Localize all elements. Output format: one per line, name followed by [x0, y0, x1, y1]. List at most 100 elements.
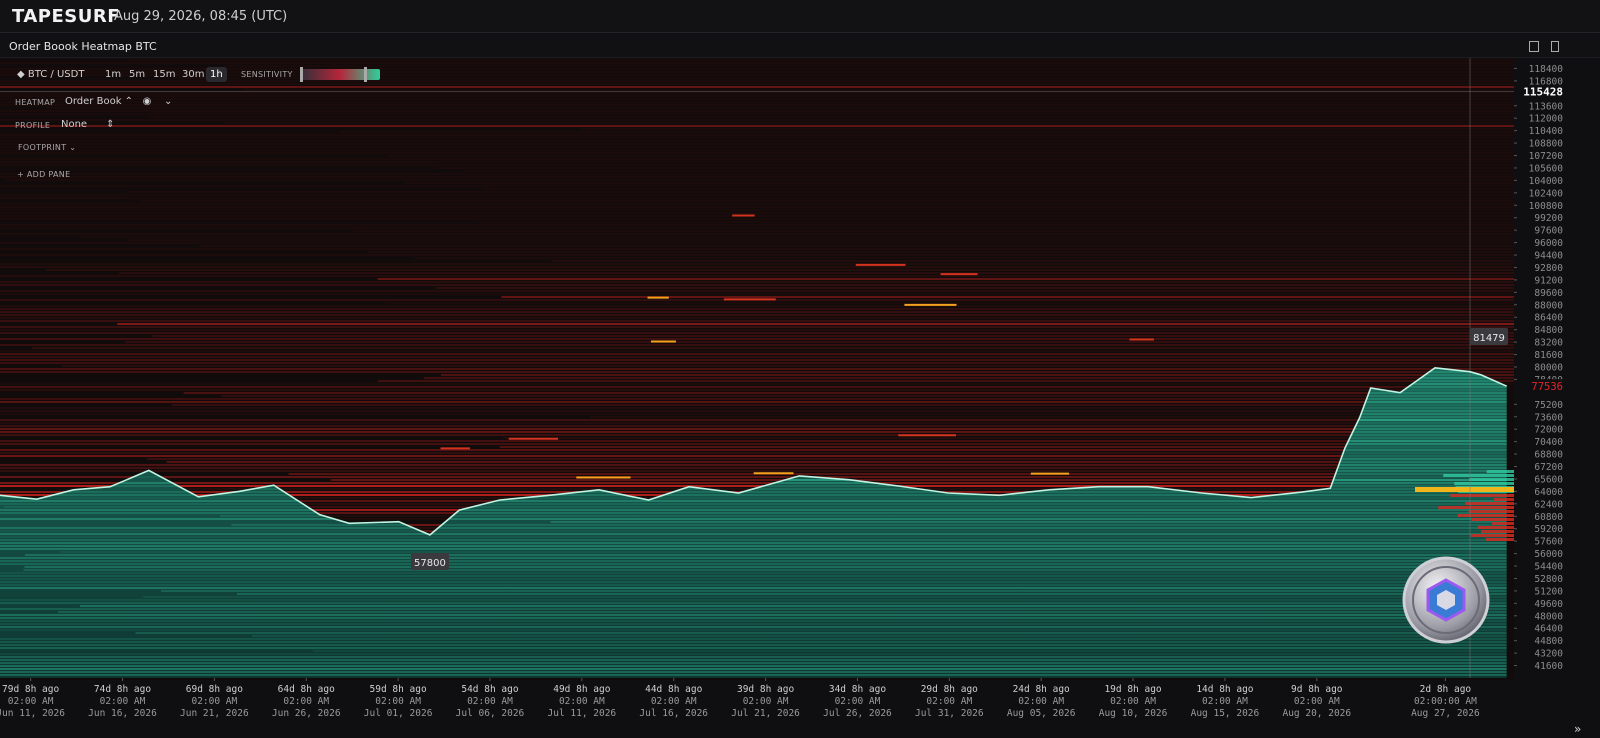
profile-bar — [1457, 514, 1514, 517]
x-tick-time: 02:00 AM — [8, 696, 54, 707]
timeframe-button[interactable]: 30m — [182, 69, 205, 80]
x-tick-time: 02:00 AM — [467, 696, 513, 707]
x-tick-date: Aug 15, 2026 — [1191, 708, 1260, 719]
x-tick-date: Jul 11, 2026 — [548, 708, 617, 719]
sensitivity-slider[interactable] — [300, 69, 380, 80]
sensitivity-label: SENSITIVITY — [241, 70, 293, 79]
x-tick-label: 64d 8h ago — [278, 684, 335, 695]
profile-bar — [1477, 526, 1514, 529]
y-tick-label: 67200 — [1534, 462, 1563, 473]
x-tick-date: Jul 21, 2026 — [731, 708, 800, 719]
x-axis-background — [0, 680, 1600, 722]
x-tick-label: 19d 8h ago — [1104, 684, 1161, 695]
x-tick-time: 02:00 AM — [1018, 696, 1064, 707]
y-tick-label: 46400 — [1534, 624, 1563, 635]
add-pane-label: ADD PANE — [26, 170, 71, 179]
add-pane-button[interactable]: + ADD PANE — [17, 170, 71, 179]
x-tick-time: 02:00 AM — [100, 696, 146, 707]
y-tick-label: 64000 — [1534, 487, 1563, 498]
x-tick-label: 29d 8h ago — [921, 684, 978, 695]
x-tick-date: Jun 21, 2026 — [180, 708, 249, 719]
y-tick-label: 94400 — [1534, 251, 1563, 262]
cursor-price-label: 115428 — [1523, 86, 1563, 99]
slider-handle[interactable] — [300, 67, 303, 82]
y-tick-label: 99200 — [1534, 213, 1563, 224]
x-tick-label: 59d 8h ago — [370, 684, 427, 695]
profile-select[interactable]: None ⇕ — [61, 119, 115, 130]
profile-bar — [1465, 502, 1514, 505]
y-tick-label: 68800 — [1534, 450, 1563, 461]
profile-bar — [1470, 534, 1514, 537]
y-tick-label: 118400 — [1529, 64, 1564, 75]
timeframe-button[interactable]: 1h — [206, 67, 227, 82]
y-tick-label: 97600 — [1534, 226, 1563, 237]
x-tick-label: 69d 8h ago — [186, 684, 243, 695]
y-tick-label: 89600 — [1534, 288, 1563, 299]
y-tick-label: 57600 — [1534, 537, 1563, 548]
timeframe-button[interactable]: 1m — [105, 69, 122, 80]
y-tick-label: 86400 — [1534, 313, 1563, 324]
x-tick-label: 79d 8h ago — [2, 684, 59, 695]
x-tick-label: 14d 8h ago — [1196, 684, 1253, 695]
y-tick-label: 41600 — [1534, 661, 1563, 672]
y-tick-label: 105600 — [1529, 163, 1564, 174]
timestamp: Aug 29, 2026, 08:45 (UTC) — [114, 9, 288, 24]
x-tick-date: Jul 06, 2026 — [456, 708, 525, 719]
x-tick-date: Jun 26, 2026 — [272, 708, 341, 719]
x-tick-time: 02:00:00 AM — [1414, 696, 1477, 707]
y-tick-label: 43200 — [1534, 649, 1563, 660]
brand[interactable]: TAPESURF — [12, 6, 121, 27]
x-tick-time: 02:00 AM — [375, 696, 421, 707]
marks-layer: 81479 57800 — [0, 58, 1514, 678]
window-icon[interactable] — [1529, 41, 1539, 52]
x-tick-date: Jun 16, 2026 — [88, 708, 157, 719]
price-line — [0, 366, 1508, 536]
window-icon[interactable] — [1551, 41, 1559, 52]
profile-bar — [1471, 518, 1514, 521]
x-tick-time: 02:00 AM — [651, 696, 697, 707]
x-tick-label: 9d 8h ago — [1291, 684, 1343, 695]
x-tick-date: Aug 27, 2026 — [1411, 708, 1480, 719]
last-price-tag — [1520, 379, 1566, 394]
profile-label: PROFILE — [15, 121, 51, 130]
pane-title: Order Boook Heatmap BTC — [9, 40, 157, 53]
slider-handle[interactable] — [364, 67, 367, 82]
x-tick-date: Jul 26, 2026 — [823, 708, 892, 719]
profile-bar — [1493, 498, 1514, 501]
y-tick-label: 108800 — [1529, 139, 1564, 150]
y-tick-label: 62400 — [1534, 499, 1563, 510]
x-tick-date: Aug 05, 2026 — [1007, 708, 1076, 719]
x-tick-time: 02:00 AM — [191, 696, 237, 707]
heatmap-select[interactable]: Order Book ⌃ ◉ ⌄ — [65, 96, 173, 107]
y-tick-label: 65600 — [1534, 474, 1563, 485]
x-tick-date: Jul 31, 2026 — [915, 708, 984, 719]
x-tick-time: 02:00 AM — [559, 696, 605, 707]
y-tick-label: 96000 — [1534, 238, 1563, 249]
top-bar: TAPESURF Aug 29, 2026, 08:45 (UTC) — [0, 0, 1600, 33]
x-tick-label: 24d 8h ago — [1013, 684, 1070, 695]
footprint-toggle[interactable]: FOOTPRINT ⌄ — [18, 143, 77, 152]
x-tick-date: Jul 16, 2026 — [639, 708, 708, 719]
heatmap-label: HEATMAP — [15, 98, 56, 107]
x-tick-label: 49d 8h ago — [553, 684, 610, 695]
footer: » — [0, 722, 1600, 738]
last-price-label: 77536 — [1531, 381, 1563, 393]
expand-button[interactable]: » — [1574, 722, 1582, 736]
heatmap-layer — [0, 59, 1514, 678]
profile-bar — [1438, 506, 1514, 509]
x-tick-time: 02:00 AM — [1110, 696, 1156, 707]
y-tick-label: 88000 — [1534, 300, 1563, 311]
symbol-selector[interactable]: ◆ BTC / USDT — [17, 69, 85, 80]
price-annotation: 57800 — [414, 558, 446, 569]
heatmap-value: Order Book — [65, 96, 122, 107]
x-tick-date: Aug 10, 2026 — [1099, 708, 1168, 719]
symbol: BTC / USDT — [27, 69, 85, 80]
x-tick-time: 02:00 AM — [835, 696, 881, 707]
y-tick-label: 52800 — [1534, 574, 1563, 585]
x-tick-label: 34d 8h ago — [829, 684, 886, 695]
profile-bar — [1415, 487, 1514, 492]
timeframe-button[interactable]: 15m — [153, 69, 176, 80]
y-tick-label: 113600 — [1529, 101, 1564, 112]
timeframe-button[interactable]: 5m — [129, 69, 146, 80]
profile-bar — [1450, 494, 1514, 497]
